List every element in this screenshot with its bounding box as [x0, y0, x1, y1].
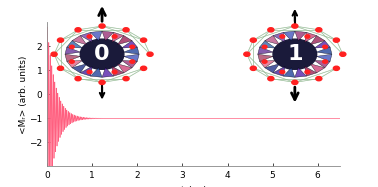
Circle shape	[123, 76, 129, 81]
Polygon shape	[72, 36, 87, 45]
Circle shape	[268, 76, 274, 81]
Polygon shape	[260, 41, 276, 48]
Circle shape	[250, 66, 256, 70]
Polygon shape	[121, 60, 137, 68]
Circle shape	[141, 38, 147, 42]
Polygon shape	[112, 66, 124, 76]
Circle shape	[57, 66, 64, 70]
Polygon shape	[273, 66, 285, 76]
Polygon shape	[67, 60, 83, 68]
Circle shape	[80, 39, 124, 69]
Polygon shape	[65, 54, 81, 61]
Polygon shape	[80, 32, 92, 42]
Circle shape	[244, 52, 250, 56]
Circle shape	[250, 38, 256, 42]
Circle shape	[130, 45, 135, 49]
Circle shape	[323, 60, 327, 63]
Polygon shape	[316, 54, 332, 61]
Polygon shape	[316, 47, 332, 54]
X-axis label: t (μs): t (μs)	[181, 186, 207, 187]
Circle shape	[75, 76, 81, 81]
Circle shape	[99, 24, 105, 28]
Circle shape	[57, 38, 64, 42]
Circle shape	[70, 60, 74, 63]
Polygon shape	[260, 60, 276, 68]
Polygon shape	[124, 47, 139, 54]
Polygon shape	[265, 64, 279, 73]
Polygon shape	[91, 31, 102, 41]
Circle shape	[305, 70, 310, 74]
Circle shape	[280, 35, 285, 38]
Circle shape	[333, 38, 339, 42]
Polygon shape	[258, 54, 273, 61]
Text: 1: 1	[287, 44, 303, 64]
Circle shape	[316, 28, 322, 32]
Circle shape	[262, 45, 267, 49]
Circle shape	[268, 28, 274, 32]
Polygon shape	[102, 68, 113, 77]
Circle shape	[70, 45, 74, 49]
Circle shape	[323, 45, 327, 49]
Polygon shape	[118, 64, 132, 73]
Circle shape	[99, 80, 105, 85]
Polygon shape	[305, 66, 317, 76]
Circle shape	[112, 70, 117, 74]
Polygon shape	[295, 68, 306, 77]
Y-axis label: <Mᵣ> (arb. units): <Mᵣ> (arb. units)	[19, 55, 28, 134]
Circle shape	[147, 52, 153, 56]
Polygon shape	[124, 54, 139, 61]
Polygon shape	[258, 47, 273, 54]
Circle shape	[87, 35, 92, 38]
Polygon shape	[102, 31, 113, 41]
Circle shape	[316, 76, 322, 81]
Polygon shape	[295, 31, 306, 41]
Polygon shape	[112, 32, 124, 42]
Polygon shape	[314, 41, 330, 48]
Polygon shape	[72, 64, 87, 73]
Polygon shape	[91, 68, 102, 77]
Polygon shape	[65, 47, 81, 54]
Circle shape	[340, 52, 346, 56]
Circle shape	[280, 70, 285, 74]
Circle shape	[123, 28, 129, 32]
Polygon shape	[273, 32, 285, 42]
Circle shape	[262, 60, 267, 63]
Circle shape	[87, 70, 92, 74]
Circle shape	[333, 66, 339, 70]
Circle shape	[130, 60, 135, 63]
Text: 0: 0	[94, 44, 110, 64]
Circle shape	[112, 35, 117, 38]
Polygon shape	[284, 31, 295, 41]
Polygon shape	[67, 41, 83, 48]
Circle shape	[305, 35, 310, 38]
Polygon shape	[284, 68, 295, 77]
Circle shape	[292, 24, 298, 28]
Polygon shape	[265, 36, 279, 45]
Circle shape	[51, 52, 57, 56]
Polygon shape	[305, 32, 317, 42]
Polygon shape	[310, 64, 325, 73]
Circle shape	[292, 80, 298, 85]
Polygon shape	[121, 41, 137, 48]
Circle shape	[273, 39, 317, 69]
Polygon shape	[118, 36, 132, 45]
Circle shape	[75, 28, 81, 32]
Polygon shape	[314, 60, 330, 68]
Polygon shape	[80, 66, 92, 76]
Polygon shape	[310, 36, 325, 45]
Circle shape	[141, 66, 147, 70]
